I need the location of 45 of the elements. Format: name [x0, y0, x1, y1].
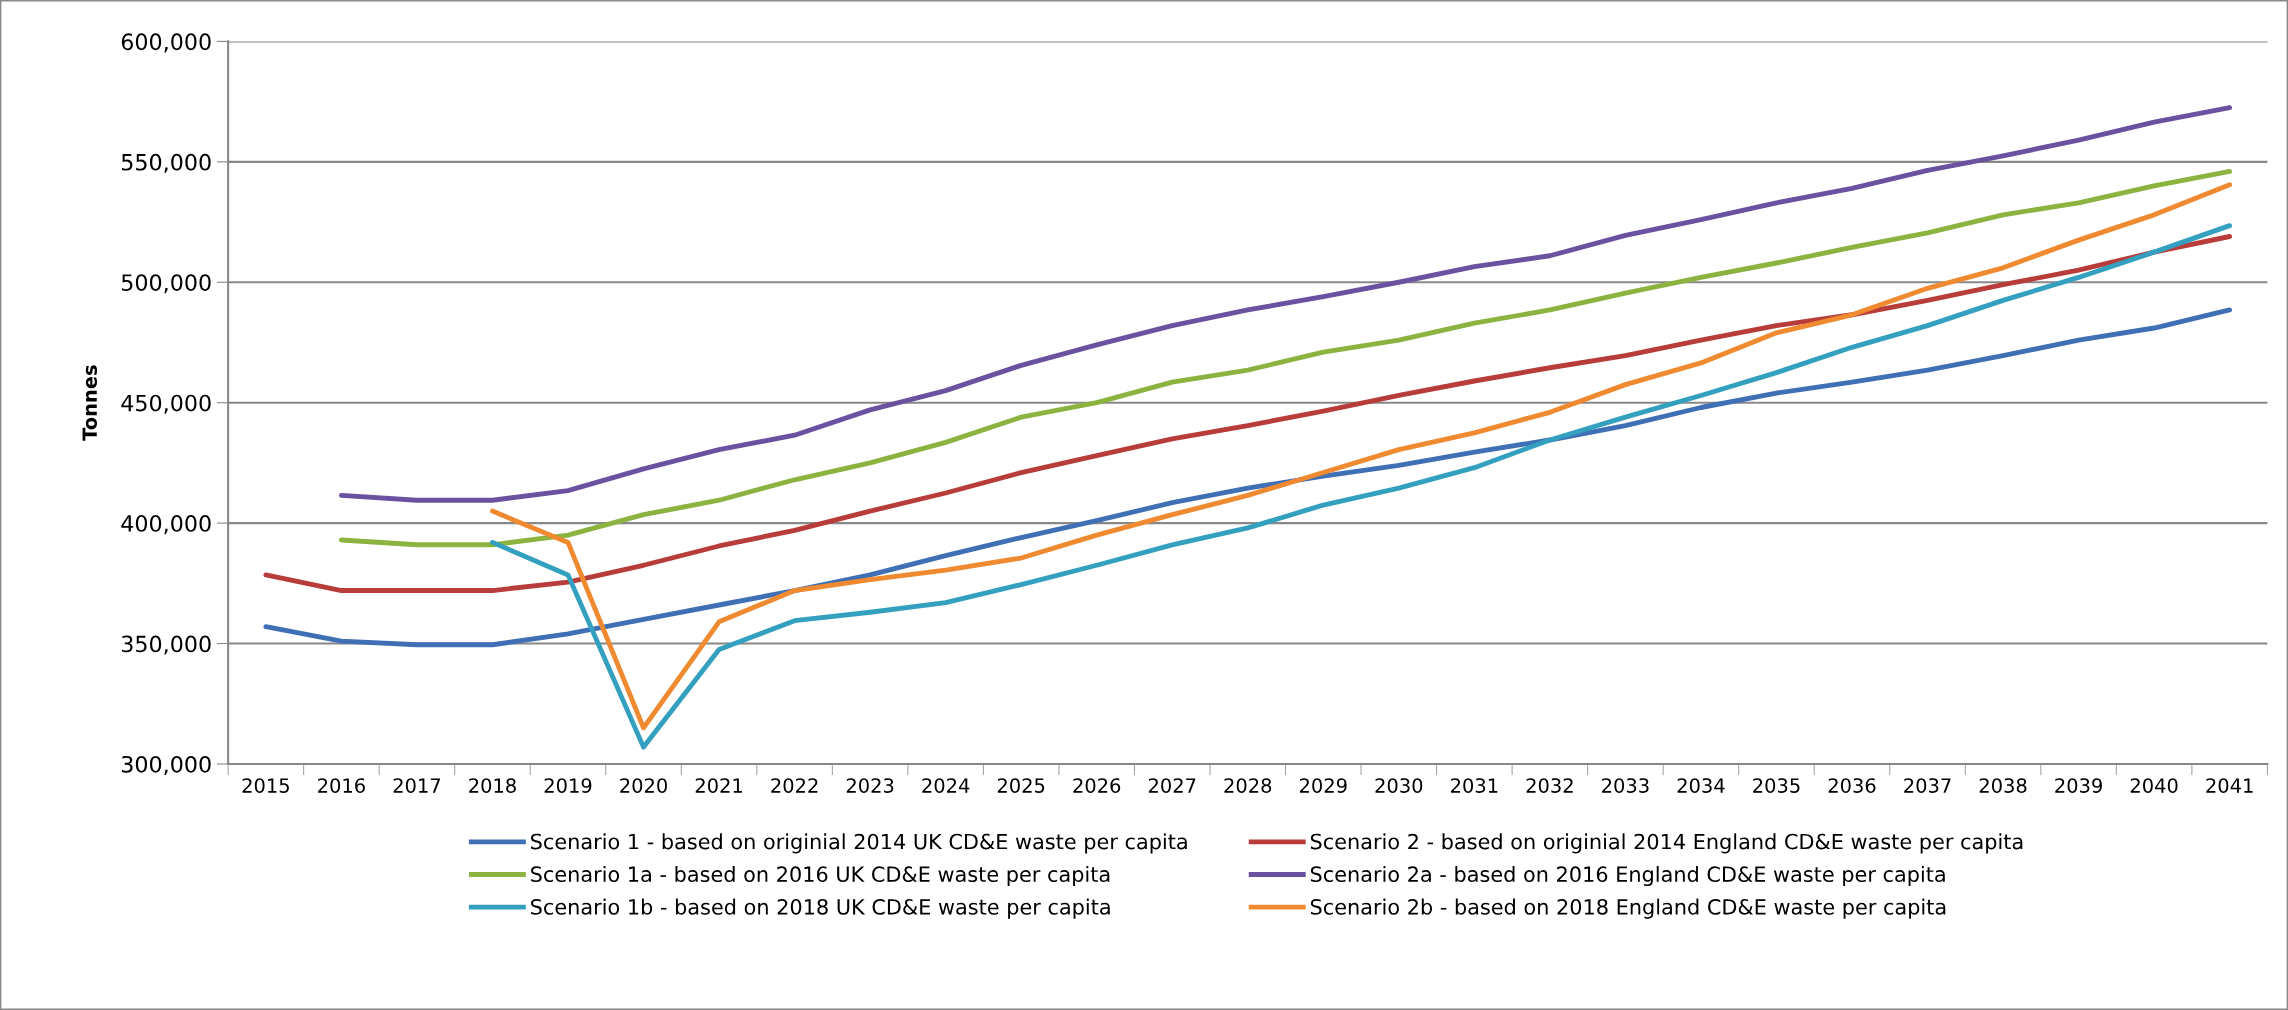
legend-label: Scenario 1 - based on originial 2014 UK CD&E waste per capita — [531, 833, 1187, 854]
x-tick-label: 2038 — [1979, 778, 2027, 793]
x-tick-label: 2020 — [620, 778, 667, 793]
x-tick-label: 2041 — [2206, 778, 2253, 793]
line-series — [263, 307, 2233, 648]
y-tick-label: 600,000 — [121, 33, 211, 53]
legend-label: Scenario 2 - based on originial 2014 England CD&E waste per capita — [1310, 833, 2023, 854]
x-tick-label: 2023 — [846, 778, 894, 793]
x-tick-label: 2027 — [1148, 778, 1196, 793]
x-tick-label: 2032 — [1526, 778, 1573, 793]
y-axis-title: Tonnes — [82, 365, 98, 441]
x-tick-label: 2022 — [771, 778, 818, 793]
y-tick-label: 350,000 — [121, 635, 211, 655]
x-tick-label: 2031 — [1451, 778, 1498, 793]
x-tick-label: 2019 — [544, 778, 592, 793]
x-tick-label: 2021 — [695, 778, 742, 793]
line-series — [338, 169, 2233, 548]
legend-label: Scenario 1a - based on 2016 UK CD&E waste per capita — [531, 865, 1110, 887]
y-tick-label: 300,000 — [121, 755, 211, 775]
y-tick-label: 400,000 — [121, 515, 211, 535]
y-tick-label: 450,000 — [121, 394, 211, 414]
x-tick-label: 2026 — [1073, 778, 1121, 793]
line-series — [338, 105, 2233, 503]
legend-label: Scenario 2a - based on 2016 England CD&E waste per capita — [1310, 865, 1945, 887]
x-tick-label: 2017 — [393, 778, 441, 793]
x-tick-label: 2015 — [242, 778, 289, 793]
legend-label: Scenario 2b - based on 2018 England CD&E waste per capita — [1310, 898, 1946, 919]
y-tick-label: 550,000 — [121, 153, 211, 173]
x-tick-label: 2034 — [1677, 778, 1725, 793]
x-tick-label: 2033 — [1602, 778, 1649, 793]
legend-label: Scenario 1b - based on 2018 UK CD&E waste per capita — [531, 898, 1110, 919]
x-tick-label: 2025 — [997, 778, 1045, 793]
line-series — [263, 234, 2233, 593]
y-tick-label: 500,000 — [121, 274, 211, 294]
x-tick-label: 2018 — [469, 778, 516, 793]
x-tick-label: 2040 — [2130, 778, 2178, 793]
x-tick-label: 2039 — [2055, 778, 2102, 793]
x-tick-label: 2024 — [922, 778, 970, 793]
x-tick-label: 2037 — [1904, 778, 1951, 793]
x-tick-label: 2029 — [1299, 778, 1347, 793]
x-tick-label: 2036 — [1828, 778, 1876, 793]
x-tick-label: 2028 — [1224, 778, 1272, 793]
x-tick-label: 2016 — [318, 778, 365, 793]
x-tick-label: 2035 — [1753, 778, 1800, 793]
x-tick-label: 2030 — [1375, 778, 1423, 793]
